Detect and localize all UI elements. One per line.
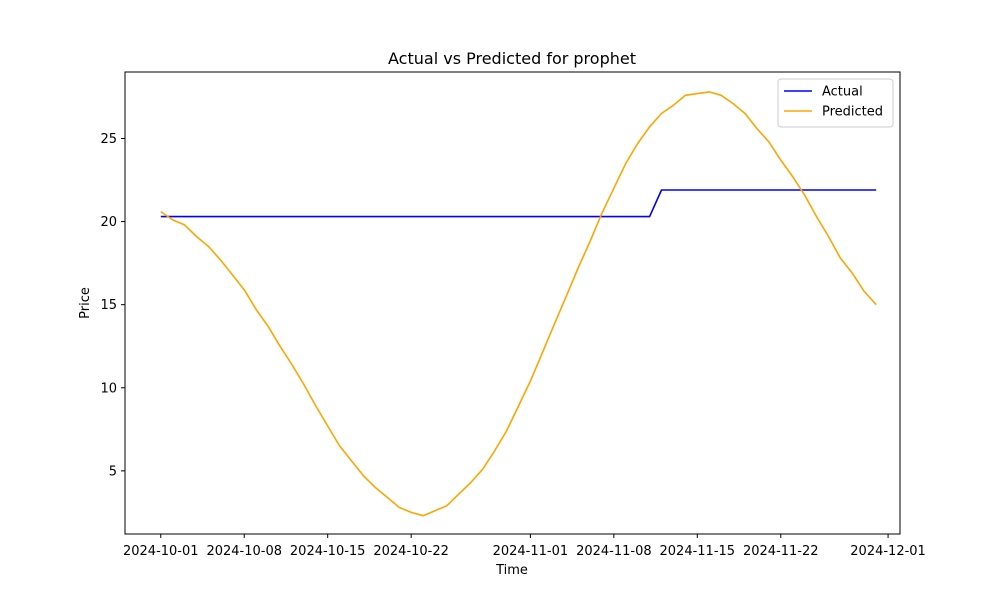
y-tick-label: 25 <box>100 132 117 147</box>
legend-label-predicted: Predicted <box>822 105 883 120</box>
legend: Actual Predicted <box>777 78 894 128</box>
series-line-predicted <box>160 91 877 517</box>
y-tick-label: 15 <box>100 298 117 313</box>
x-tick-label: 2024-12-01 <box>850 544 926 559</box>
series-layer <box>160 91 877 517</box>
legend-label-actual: Actual <box>822 85 863 100</box>
y-tick-label: 10 <box>100 381 117 396</box>
x-tick-label: 2024-10-22 <box>373 544 449 559</box>
x-tick-label: 2024-11-22 <box>743 544 819 559</box>
chart-title: Actual vs Predicted for prophet <box>388 49 636 68</box>
x-tick-label: 2024-11-01 <box>493 544 569 559</box>
x-tick-label: 2024-10-08 <box>206 544 282 559</box>
x-tick-label: 2024-11-15 <box>660 544 736 559</box>
plot-frame <box>124 71 901 535</box>
x-tick-label: 2024-10-01 <box>123 544 199 559</box>
x-axis-title: Time <box>495 563 528 578</box>
y-tick-label: 5 <box>109 464 117 479</box>
x-axis: 2024-10-01 2024-10-08 2024-10-15 2024-10-22… <box>123 534 926 559</box>
x-tick-label: 2024-11-08 <box>576 544 652 559</box>
y-axis-title: Price <box>78 287 93 319</box>
series-line-actual <box>160 189 877 218</box>
x-tick-label: 2024-10-15 <box>290 544 366 559</box>
y-axis: 5 10 15 20 25 <box>100 132 125 479</box>
y-tick-label: 20 <box>100 215 117 230</box>
